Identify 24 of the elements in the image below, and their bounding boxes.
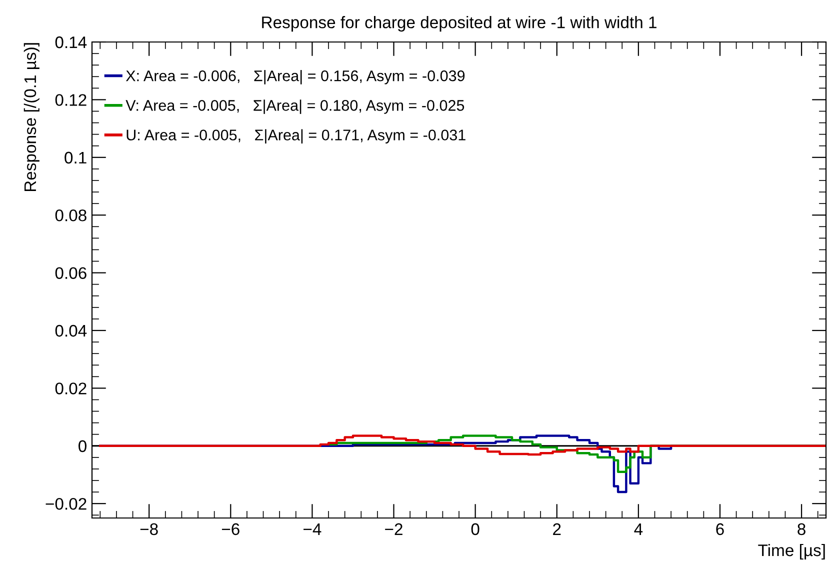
- x-tick-label: 6: [716, 523, 724, 536]
- x-tick-label: −6: [222, 523, 240, 536]
- legend-label: V: Area = -0.005, Σ|Area| = 0.180, Asym = -0.025: [126, 100, 464, 114]
- y-tick-label: 0: [78, 440, 86, 452]
- legend-label: X: Area = -0.006, Σ|Area| = 0.156, Asym = -0.039: [126, 70, 465, 84]
- x-tick-label: 2: [553, 523, 561, 535]
- y-tick-label: 0.08: [55, 209, 86, 222]
- x-tick-label: −8: [140, 523, 158, 536]
- y-tick-label: −0.02: [46, 498, 86, 510]
- x-axis-title: Time [µs]: [758, 544, 825, 560]
- legend-label: U: Area = -0.005, Σ|Area| = 0.171, Asym = -0.031: [126, 129, 466, 144]
- y-tick-label: 0.12: [55, 94, 86, 106]
- chart-title: Response for charge deposited at wire -1 with width 1: [262, 16, 656, 32]
- y-tick-label: 0.02: [55, 382, 86, 394]
- x-tick-label: 0: [471, 523, 480, 536]
- x-tick-label: 4: [634, 523, 643, 535]
- y-tick-label: 0.04: [55, 324, 87, 337]
- x-tick-label: −4: [304, 523, 322, 535]
- y-tick-label: 0.1: [64, 152, 86, 164]
- y-tick-label: 0.14: [55, 36, 87, 48]
- y-tick-label: 0.06: [55, 267, 86, 279]
- x-tick-label: −2: [385, 523, 402, 535]
- y-axis-title: Response [/(0.1 µs)]: [24, 43, 40, 192]
- x-tick-label: 8: [798, 523, 806, 536]
